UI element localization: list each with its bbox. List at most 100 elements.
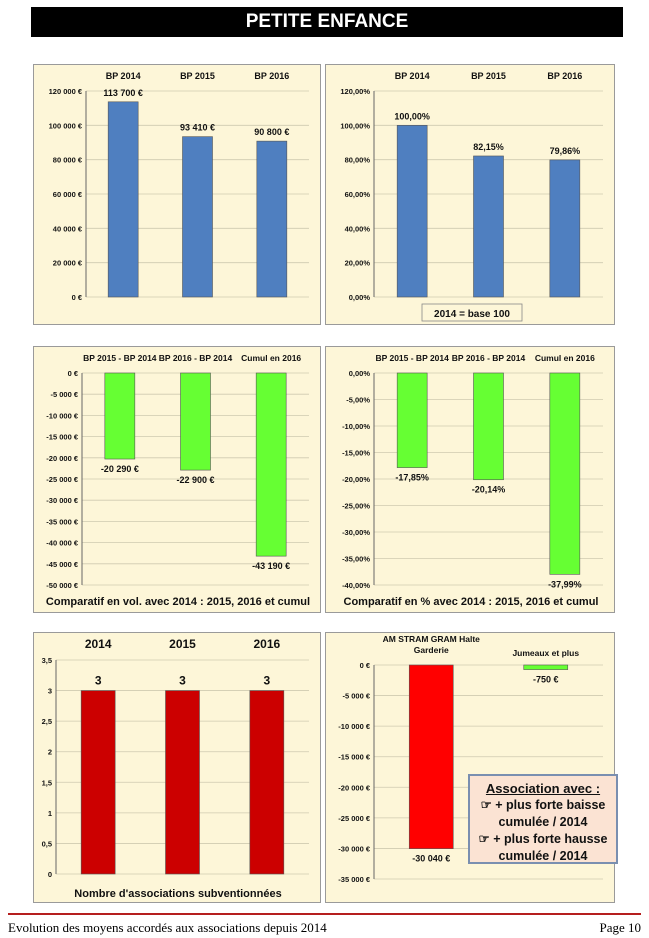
y-tick-label: 120,00% (340, 87, 370, 96)
data-label: 90 800 € (254, 127, 289, 137)
y-tick-label: 40 000 € (53, 224, 83, 233)
x-category-label: BP 2015 (180, 71, 215, 81)
y-tick-label: 100,00% (340, 121, 370, 130)
chart-budget-index: 0,00% 20,00% 40,00% 60,00% 80,00% 100,00% 120,… (325, 64, 615, 325)
y-tick-label: 2 (48, 748, 52, 757)
y-tick-label: -10,00% (342, 422, 370, 431)
data-label: -43 190 € (252, 561, 290, 571)
x-category-label: Cumul en 2016 (241, 353, 301, 363)
y-tick-label: -35 000 € (338, 875, 371, 884)
x-category-label: BP 2016 - BP 2014 (452, 353, 526, 363)
bar (396, 125, 428, 298)
chart-svg: 0 € -5 000 € -10 000 € -15 000 € -20 000 € -2… (46, 353, 310, 608)
y-tick-label: -30 000 € (46, 496, 79, 505)
x-category-label: 2014 (85, 637, 112, 651)
chart-caption: 2014 = base 100 (434, 309, 510, 320)
data-label: 79,86% (550, 146, 581, 156)
y-tick-label: -5,00% (346, 396, 370, 405)
legend-line: ☞ + plus forte hausse (478, 832, 608, 846)
y-tick-label: -15,00% (342, 449, 370, 458)
data-label: -17,85% (395, 473, 429, 483)
x-category-label: Garderie (414, 645, 449, 655)
y-tick-label: 120 000 € (49, 87, 83, 96)
bar (473, 155, 504, 298)
y-tick-label: 3,5 (42, 656, 52, 665)
data-label: -22 900 € (176, 475, 214, 485)
chart-svg: 0 0,5 1 1,5 2 2,5 3 3,5 2014 3 2015 3 2016 3 Nombre d'… (42, 637, 309, 900)
footer-rule (8, 913, 641, 915)
y-tick-label: -45 000 € (46, 560, 79, 569)
y-tick-label: -25,00% (342, 502, 370, 511)
y-tick-label: -30 000 € (338, 844, 371, 853)
y-tick-label: 0,5 (42, 839, 52, 848)
y-tick-label: 20,00% (345, 259, 371, 268)
chart-caption: Comparatif en vol. avec 2014 : 2015, 201… (46, 596, 310, 608)
chart-budget-amounts: 0 € 20 000 € 40 000 € 60 000 € 80 000 € 100 0… (33, 64, 321, 325)
y-tick-label: -35,00% (342, 555, 370, 564)
page-number: Page 10 (599, 920, 641, 935)
x-category-label: BP 2015 - BP 2014 (375, 353, 449, 363)
chart-caption: Nombre d'associations subventionnées (74, 888, 281, 900)
y-tick-label: 60 000 € (53, 190, 83, 199)
y-tick-label: -10 000 € (46, 411, 79, 420)
y-tick-label: 0 (48, 870, 52, 879)
chart-svg: 0,00% -5,00% -10,00% -15,00% -20,00% -25,00% -… (342, 353, 603, 608)
y-tick-label: 0,00% (349, 369, 371, 378)
y-tick-label: -5 000 € (50, 390, 78, 399)
legend-line: cumulée / 2014 (498, 849, 588, 863)
x-category-label: Cumul en 2016 (535, 353, 595, 363)
data-label: 3 (95, 674, 102, 688)
bar (107, 101, 139, 298)
bar (549, 372, 581, 575)
y-tick-label: 3 (48, 687, 52, 696)
y-tick-label: -40,00% (342, 581, 370, 590)
chart-percent-comparison: 0,00% -5,00% -10,00% -15,00% -20,00% -25,00% -… (325, 346, 615, 613)
data-label: -20 290 € (101, 464, 139, 474)
chart-volume-comparison: 0 € -5 000 € -10 000 € -15 000 € -20 000 € -2… (33, 346, 321, 613)
bar (408, 664, 454, 849)
bar (549, 159, 581, 298)
x-category-label: BP 2014 (395, 71, 430, 81)
y-tick-label: 1,5 (42, 778, 52, 787)
y-tick-label: 0 € (360, 661, 371, 670)
y-tick-label: -20 000 € (46, 454, 79, 463)
y-tick-label: -35 000 € (46, 517, 79, 526)
y-tick-label: 1 (48, 809, 52, 818)
bar (255, 372, 287, 557)
data-label: -750 € (533, 675, 559, 685)
legend-line: ☞ + plus forte baisse (480, 798, 606, 812)
data-label: -20,14% (472, 485, 506, 495)
footer-title: Evolution des moyens accordés aux associ… (8, 920, 327, 935)
y-tick-label: 80 000 € (53, 156, 83, 165)
data-label: -37,99% (548, 579, 582, 589)
x-category-label: BP 2015 (471, 71, 506, 81)
x-category-label: BP 2015 - BP 2014 (83, 353, 157, 363)
y-tick-label: -25 000 € (46, 475, 79, 484)
y-tick-label: -20 000 € (338, 783, 371, 792)
bar (249, 690, 285, 875)
y-tick-label: 0 € (68, 369, 79, 378)
data-label: 100,00% (394, 111, 430, 121)
y-tick-label: 20 000 € (53, 259, 83, 268)
page-title: PETITE ENFANCE (31, 7, 623, 37)
y-tick-label: 40,00% (345, 224, 371, 233)
y-tick-label: 2,5 (42, 717, 52, 726)
legend-line: cumulée / 2014 (498, 815, 588, 829)
bar (523, 664, 569, 670)
y-tick-label: -15 000 € (46, 433, 79, 442)
bar (80, 690, 116, 875)
data-label: 3 (263, 674, 270, 688)
x-category-label: Jumeaux et plus (512, 648, 579, 658)
x-category-label: BP 2014 (106, 71, 141, 81)
chart-caption: Comparatif en % avec 2014 : 2015, 2016 e… (344, 596, 599, 608)
chart-svg: 0 € -5 000 € -10 000 € -15 000 € -20 000 € -2… (338, 634, 603, 884)
x-category-label: BP 2016 (254, 71, 289, 81)
y-tick-label: -30,00% (342, 528, 370, 537)
x-category-label: BP 2016 (547, 71, 582, 81)
data-label: 113 700 € (103, 88, 143, 98)
data-label: 82,15% (473, 142, 504, 152)
y-tick-label: -50 000 € (46, 581, 79, 590)
x-category-label: 2015 (169, 637, 196, 651)
y-tick-label: -10 000 € (338, 722, 371, 731)
chart-association-count: 0 0,5 1 1,5 2 2,5 3 3,5 2014 3 2015 3 2016 3 Nombre d'… (33, 632, 321, 903)
